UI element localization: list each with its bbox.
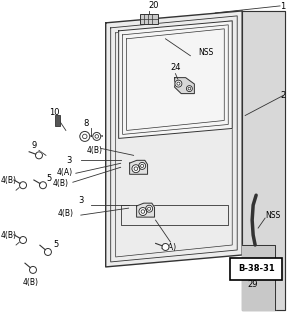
Polygon shape	[119, 21, 232, 139]
Text: 1: 1	[281, 3, 286, 12]
Circle shape	[187, 86, 192, 92]
Text: 4(B): 4(B)	[1, 230, 17, 240]
Circle shape	[132, 165, 140, 173]
Circle shape	[162, 244, 169, 251]
Circle shape	[175, 80, 182, 87]
Text: NSS: NSS	[198, 48, 214, 57]
Text: 3: 3	[66, 156, 72, 165]
Text: B-38-31: B-38-31	[238, 264, 274, 273]
Text: 4(A): 4(A)	[57, 168, 73, 177]
Text: 10: 10	[49, 108, 59, 117]
Polygon shape	[136, 203, 155, 217]
Text: 4(A): 4(A)	[160, 244, 177, 252]
Polygon shape	[175, 78, 194, 93]
Text: 4(B): 4(B)	[1, 176, 17, 185]
Circle shape	[45, 249, 52, 255]
Text: 2: 2	[281, 91, 286, 100]
Text: 24: 24	[170, 63, 181, 72]
Polygon shape	[242, 11, 285, 310]
Circle shape	[19, 236, 26, 244]
Circle shape	[19, 182, 26, 189]
Circle shape	[139, 163, 146, 169]
Circle shape	[40, 182, 47, 189]
Text: 29: 29	[247, 280, 258, 289]
Polygon shape	[106, 11, 242, 267]
Bar	[140, 14, 157, 24]
Bar	[230, 258, 282, 280]
Text: 5: 5	[53, 239, 58, 249]
Text: 4(B): 4(B)	[53, 179, 69, 188]
Circle shape	[80, 132, 90, 141]
Circle shape	[139, 208, 147, 215]
Text: 3: 3	[78, 196, 84, 205]
Circle shape	[146, 205, 153, 212]
Text: NSS: NSS	[265, 211, 280, 220]
Text: 9: 9	[31, 141, 37, 150]
Circle shape	[240, 265, 250, 275]
Text: 8: 8	[83, 119, 88, 128]
Text: 4(B): 4(B)	[58, 209, 74, 218]
Text: 20: 20	[148, 1, 159, 11]
Polygon shape	[129, 160, 148, 174]
Text: 4(B): 4(B)	[87, 146, 103, 155]
Text: 5: 5	[46, 174, 52, 183]
Circle shape	[29, 267, 36, 273]
Text: 4(B): 4(B)	[23, 278, 39, 287]
Circle shape	[36, 152, 42, 159]
Polygon shape	[242, 245, 275, 310]
Circle shape	[93, 132, 101, 140]
Bar	[55, 115, 61, 126]
